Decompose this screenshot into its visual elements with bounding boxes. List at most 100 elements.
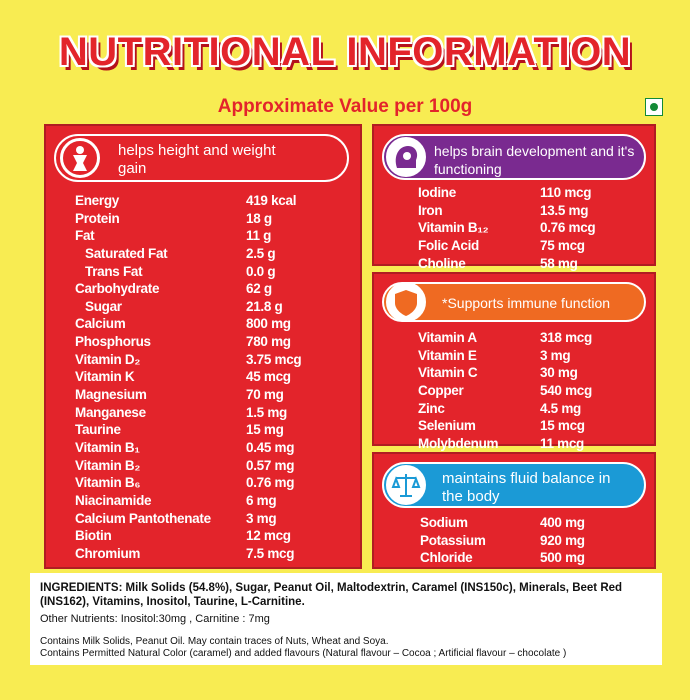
nutrient-name: Fat	[75, 228, 95, 244]
nutrient-value: 400 mg	[540, 515, 585, 530]
nutrient-row: Fat 11 g	[75, 227, 355, 245]
rows: Iodine 110 mcg Iron 13.5 mg Vitamin B₁₂ 0.76 …	[418, 184, 648, 272]
nutrient-value: 0.76 mg	[246, 475, 295, 491]
nutrient-value: 0.76 mcg	[540, 220, 596, 236]
icon	[60, 138, 100, 178]
nutrient-name: Molybdenum	[418, 435, 499, 451]
nutrient-value: 7.5 mcg	[246, 545, 295, 561]
nutrient-value: 75 mcg	[540, 237, 585, 253]
nutrient-value: 62 g	[246, 281, 272, 297]
nutrient-row: Copper 540 mcg	[418, 382, 648, 400]
nutrient-row: Chromium 7.5 mcg	[75, 545, 355, 563]
nutrient-name: Trans Fat	[85, 263, 143, 279]
icon-glyph	[73, 146, 87, 171]
nutrient-name: Vitamin C	[418, 365, 478, 381]
nutrient-value: 800 mg	[246, 316, 291, 332]
nutrient-row: Chloride 500 mg	[420, 549, 650, 567]
nutrient-name: Zinc	[418, 400, 445, 416]
nutrient-name: Sodium	[420, 515, 468, 530]
nutrient-row: Niacinamide 6 mg	[75, 492, 355, 510]
panel: helps height and weight gain Energy 419 k…	[44, 124, 362, 569]
nutrient-row: Folic Acid 75 mcg	[418, 237, 648, 255]
nutrient-row: Zinc 4.5 mg	[418, 400, 648, 418]
nutrient-row: Choline 58 mg	[418, 255, 648, 273]
panel: helps brain development and it's functio…	[372, 124, 656, 271]
rows: Sodium 400 mg Potassium 920 mg Chloride 500 m…	[420, 514, 650, 567]
heading-text: *Supports immune function	[442, 295, 611, 311]
nutrient-name: Energy	[75, 193, 119, 208]
nutrient-value: 110 mcg	[540, 185, 592, 200]
nutrient-name: Vitamin E	[418, 347, 477, 363]
nutrient-value: 419 kcal	[246, 193, 297, 208]
subtitle: Approximate Value per 100g	[217, 96, 473, 117]
nutrient-row: Vitamin A 318 mcg	[418, 329, 648, 347]
nutrient-row: Taurine 15 mg	[75, 421, 355, 439]
panel-heading: maintains fluid balance in the body	[382, 462, 646, 508]
nutrient-value: 18 g	[246, 210, 272, 226]
nutrient-row: Iodine 110 mcg	[418, 184, 648, 202]
nutrient-row: Trans Fat 0.0 g	[75, 263, 355, 281]
note: Contains Milk Solids, Peanut Oil. May co…	[40, 636, 389, 647]
note: Contains Permitted Natural Color (carame…	[40, 648, 567, 659]
nutrient-value: 0.57 mg	[246, 457, 295, 473]
title: NUTRITIONAL INFORMATION	[58, 30, 632, 74]
nutrient-row: Calcium 800 mg	[75, 315, 355, 333]
ingredients-text: Milk Solids (54.8%), Sugar, Peanut Oil, …	[40, 582, 623, 608]
nutrient-row: Biotin 12 mcg	[75, 527, 355, 545]
nutrient-row: Vitamin D₂ 3.75 mcg	[75, 351, 355, 369]
icon	[386, 282, 426, 322]
nutrient-row: Phosphorus 780 mg	[75, 333, 355, 351]
nutrient-name: Vitamin B₆	[75, 475, 141, 491]
nutrient-row: Potassium 920 mg	[420, 532, 650, 550]
nutrient-name: Calcium	[75, 316, 126, 332]
nutrient-row: Molybdenum 11 mcg	[418, 435, 648, 453]
ingredients-box: INGREDIENTS: Milk Solids (54.8%), Sugar,…	[30, 573, 662, 665]
nutrient-row: Vitamin C 30 mg	[418, 364, 648, 382]
nutrient-name: Calcium Pantothenate	[75, 510, 211, 526]
nutrient-row: Saturated Fat 2.5 g	[75, 245, 355, 263]
other-nutrients: Other Nutrients: Inositol:30mg , Carniti…	[40, 613, 270, 625]
heading-text: helps brain development and it's functio…	[434, 143, 635, 177]
icon	[386, 465, 426, 505]
nutrient-name: Iodine	[418, 185, 456, 200]
nutrient-value: 780 mg	[246, 334, 291, 350]
nutrient-value: 3 mg	[246, 510, 277, 526]
nutrient-name: Protein	[75, 210, 120, 226]
nutrient-name: Vitamin K	[75, 369, 135, 385]
ingredients-label: INGREDIENTS:	[40, 582, 123, 594]
nutrient-row: Vitamin B₁₂ 0.76 mcg	[418, 219, 648, 237]
nutrient-row: Calcium Pantothenate 3 mg	[75, 510, 355, 528]
heading-text: maintains fluid balance in the body	[442, 470, 611, 505]
nutrient-name: Saturated Fat	[85, 245, 168, 261]
nutrient-value: 21.8 g	[246, 298, 283, 314]
nutrient-row: Iron 13.5 mg	[418, 202, 648, 220]
panel: maintains fluid balance in the body Sodi…	[372, 452, 656, 569]
nutrient-row: Magnesium 70 mg	[75, 386, 355, 404]
nutrient-row: Vitamin B₁ 0.45 mg	[75, 439, 355, 457]
nutrient-value: 70 mg	[246, 387, 284, 403]
nutrient-name: Chromium	[75, 545, 141, 561]
nutrient-name: Manganese	[75, 404, 146, 420]
panel: *Supports immune function Vitamin A 318 m…	[372, 272, 656, 451]
ingredients: INGREDIENTS: Milk Solids (54.8%), Sugar,…	[40, 581, 652, 609]
nutrient-value: 13.5 mg	[540, 202, 589, 218]
nutrient-name: Vitamin A	[418, 330, 477, 345]
nutrient-name: Folic Acid	[418, 237, 480, 253]
nutrient-value: 4.5 mg	[540, 400, 581, 416]
nutrient-value: 2.5 g	[246, 245, 276, 261]
nutrient-row: Energy 419 kcal	[75, 192, 355, 210]
nutrient-row: Protein 18 g	[75, 210, 355, 228]
panel-heading: helps height and weight gain	[54, 134, 349, 182]
nutrient-name: Vitamin B₂	[75, 457, 141, 473]
rows: Energy 419 kcal Protein 18 g Fat 11 g Saturate…	[75, 192, 355, 562]
nutrient-name: Taurine	[75, 422, 121, 438]
heading-text: helps height and weight gain	[118, 142, 276, 177]
nutrient-name: Sugar	[85, 298, 122, 314]
nutrient-value: 540 mcg	[540, 382, 592, 398]
nutrient-row: Manganese 1.5 mg	[75, 404, 355, 422]
nutrient-value: 500 mg	[540, 550, 585, 566]
nutrient-row: Vitamin B₂ 0.57 mg	[75, 457, 355, 475]
nutrient-value: 12 mcg	[246, 528, 291, 544]
veg-mark	[645, 98, 663, 116]
